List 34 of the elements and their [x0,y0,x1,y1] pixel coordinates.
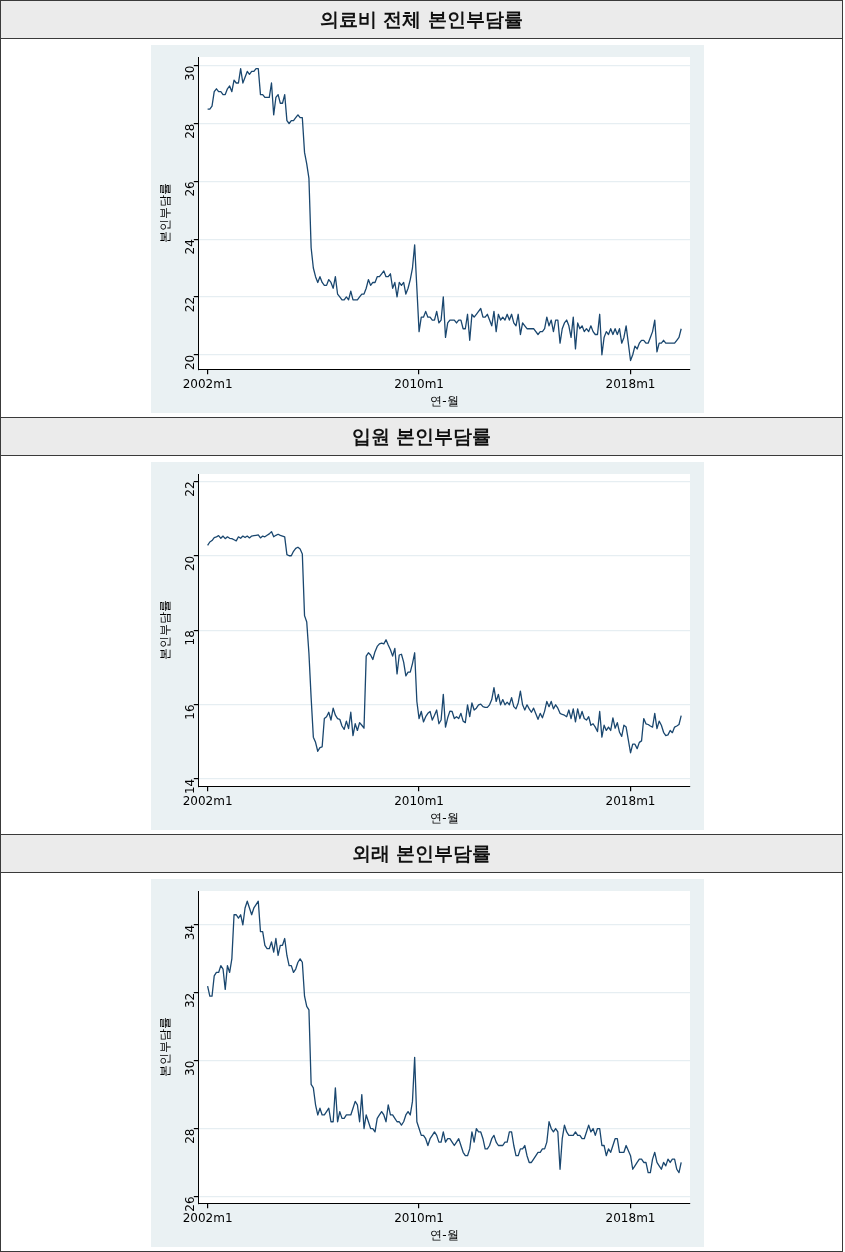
y-tick-label: 16 [182,704,197,720]
y-tick-label: 22 [182,296,197,313]
x-tick-label: 2018m1 [605,793,656,808]
y-tick-label: 32 [182,992,197,1009]
y-tick-label: 30 [182,65,197,81]
y-tick-label: 28 [182,1128,197,1144]
y-axis-title: 본인부담률 [158,183,173,244]
y-tick-label: 22 [182,481,197,497]
x-tick-label: 2002m1 [182,376,233,391]
x-tick-label: 2010m1 [394,793,445,808]
x-tick-label: 2018m1 [605,1210,656,1225]
y-tick-label: 14 [182,778,197,795]
x-tick-label: 2010m1 [394,376,445,391]
chart-title: 의료비 전체 본인부담률 [0,0,843,39]
y-tick-label: 20 [182,354,197,371]
x-tick-label: 2002m1 [182,793,233,808]
y-axis-title: 본인부담률 [158,600,173,661]
chart-title: 입원 본인부담률 [0,417,843,456]
x-tick-label: 2002m1 [182,1210,233,1225]
y-axis-title: 본인부담률 [158,1017,173,1078]
x-tick-label: 2018m1 [605,376,656,391]
x-axis-title: 연-월 [430,810,459,825]
y-tick-label: 34 [182,924,197,941]
y-tick-label: 26 [182,181,197,197]
chart-title: 외래 본인부담률 [0,834,843,873]
y-tick-label: 28 [182,123,197,139]
y-tick-label: 18 [182,630,197,646]
y-tick-label: 20 [182,555,197,572]
y-tick-label: 26 [182,1196,197,1212]
y-tick-label: 30 [182,1060,197,1076]
x-axis-title: 연-월 [430,1227,459,1242]
y-tick-label: 24 [182,239,197,255]
x-axis-title: 연-월 [430,393,459,408]
x-tick-label: 2010m1 [394,1210,445,1225]
